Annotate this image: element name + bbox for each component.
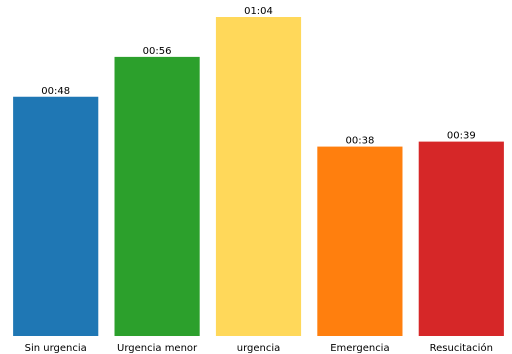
x-tick-label-2: urgencia	[237, 343, 281, 354]
value-label-4: 00:39	[447, 131, 476, 142]
x-tick-label-4: Resucitación	[430, 342, 493, 354]
value-label-0: 00:48	[41, 86, 70, 97]
value-labels-layer: 00:48 00:56 01:04 00:38 00:39	[41, 6, 475, 147]
x-tick-labels-layer: Sin urgencia Urgencia menor urgencia Emerge…	[25, 342, 493, 354]
bars-layer	[13, 17, 504, 337]
value-label-1: 00:56	[143, 46, 172, 57]
bar-1	[114, 56, 200, 337]
x-tick-label-1: Urgencia menor	[117, 343, 198, 354]
value-label-2: 01:04	[244, 6, 273, 17]
x-tick-label-0: Sin urgencia	[25, 343, 87, 354]
bar-0	[13, 96, 99, 336]
bar-4	[418, 141, 504, 336]
bar-3	[317, 146, 403, 336]
value-label-3: 00:38	[345, 136, 374, 147]
bar-2	[215, 17, 302, 336]
x-tick-label-3: Emergencia	[330, 343, 389, 354]
